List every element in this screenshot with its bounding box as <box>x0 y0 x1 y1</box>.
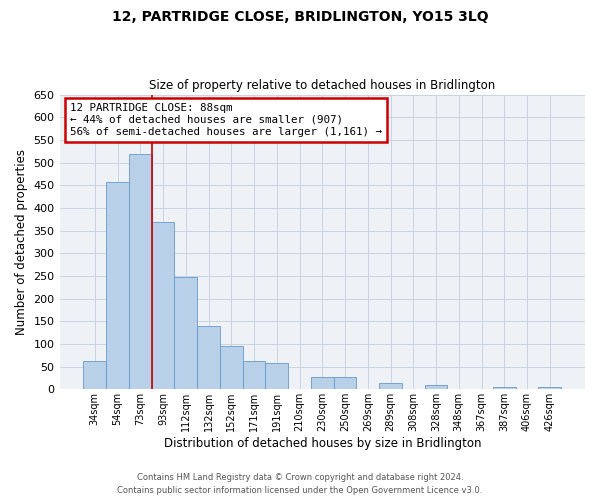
Bar <box>152 222 175 390</box>
Bar <box>493 387 515 390</box>
Bar <box>311 376 334 390</box>
Y-axis label: Number of detached properties: Number of detached properties <box>15 149 28 335</box>
Text: 12 PARTRIDGE CLOSE: 88sqm
← 44% of detached houses are smaller (907)
56% of semi: 12 PARTRIDGE CLOSE: 88sqm ← 44% of detac… <box>70 104 382 136</box>
X-axis label: Distribution of detached houses by size in Bridlington: Distribution of detached houses by size … <box>164 437 481 450</box>
Bar <box>265 364 288 390</box>
Text: Contains HM Land Registry data © Crown copyright and database right 2024.
Contai: Contains HM Land Registry data © Crown c… <box>118 474 482 495</box>
Title: Size of property relative to detached houses in Bridlington: Size of property relative to detached ho… <box>149 79 496 92</box>
Bar <box>106 182 129 390</box>
Bar <box>83 361 106 390</box>
Bar <box>129 154 152 390</box>
Text: 12, PARTRIDGE CLOSE, BRIDLINGTON, YO15 3LQ: 12, PARTRIDGE CLOSE, BRIDLINGTON, YO15 3… <box>112 10 488 24</box>
Bar <box>538 387 561 390</box>
Bar <box>242 361 265 390</box>
Bar <box>220 346 242 390</box>
Bar <box>175 277 197 390</box>
Bar <box>425 385 448 390</box>
Bar <box>334 376 356 390</box>
Bar <box>379 384 402 390</box>
Bar <box>197 326 220 390</box>
